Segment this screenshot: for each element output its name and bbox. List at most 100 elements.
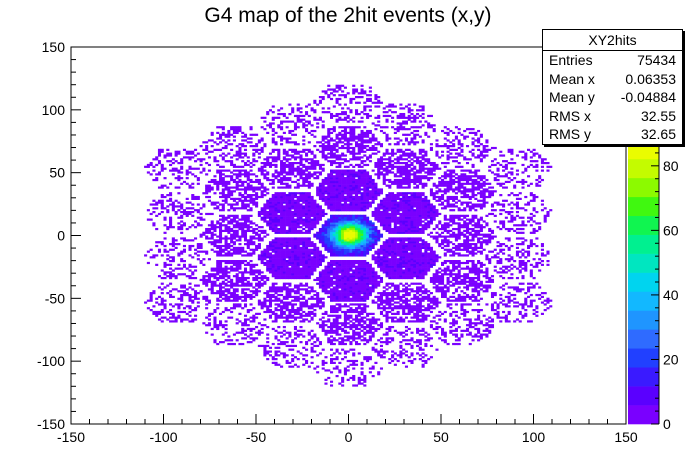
hist-bin bbox=[188, 248, 192, 251]
hist-bin bbox=[160, 309, 164, 312]
hist-bin bbox=[224, 180, 228, 184]
hist-bin bbox=[371, 327, 375, 331]
hist-bin bbox=[349, 214, 353, 217]
hist-bin bbox=[335, 178, 339, 182]
hist-bin bbox=[216, 244, 220, 248]
hist-bin bbox=[338, 216, 342, 219]
hist-bin bbox=[182, 237, 186, 240]
hist-bin bbox=[152, 256, 156, 259]
hist-bin bbox=[352, 250, 356, 253]
hist-bin bbox=[160, 199, 164, 202]
hist-bin bbox=[305, 203, 309, 206]
hist-bin bbox=[318, 101, 322, 104]
hist-bin bbox=[235, 150, 239, 153]
hist-bin bbox=[332, 241, 336, 244]
hist-bin bbox=[352, 282, 356, 285]
hist-bin bbox=[354, 163, 359, 167]
hist-bin bbox=[310, 346, 314, 349]
hist-bin bbox=[194, 248, 198, 251]
hist-bin bbox=[282, 237, 286, 240]
hist-bin bbox=[177, 273, 181, 276]
hist-bin bbox=[335, 177, 339, 180]
hist-bin bbox=[313, 145, 317, 148]
hist-bin bbox=[341, 246, 345, 249]
hist-bin bbox=[305, 222, 309, 225]
hist-bin bbox=[219, 282, 223, 285]
hist-bin bbox=[260, 218, 264, 221]
hist-bin bbox=[194, 148, 198, 151]
hist-bin bbox=[324, 145, 328, 148]
hist-bin bbox=[332, 331, 336, 334]
hist-bin bbox=[371, 258, 375, 261]
hist-bin bbox=[160, 165, 164, 168]
hist-bin bbox=[363, 171, 367, 174]
hist-bin bbox=[160, 269, 164, 272]
hist-bin bbox=[282, 131, 286, 135]
hist-bin bbox=[216, 222, 220, 225]
hist-bin bbox=[230, 235, 234, 238]
hist-bin bbox=[271, 290, 275, 293]
hist-bin bbox=[238, 180, 242, 184]
hist-bin bbox=[191, 152, 195, 155]
hist-bin bbox=[246, 288, 250, 291]
hist-bin bbox=[363, 218, 367, 221]
hist-bin bbox=[352, 235, 356, 238]
hist-bin bbox=[324, 222, 328, 225]
hist-bin bbox=[241, 261, 245, 265]
hist-bin bbox=[324, 226, 328, 229]
hist-bin bbox=[360, 229, 364, 233]
hist-bin bbox=[266, 333, 270, 336]
hist-bin bbox=[318, 171, 322, 174]
hist-bin bbox=[363, 374, 367, 378]
hist-bin bbox=[343, 303, 347, 306]
hist-bin bbox=[277, 267, 281, 270]
hist-bin bbox=[349, 109, 353, 112]
hist-bin bbox=[318, 186, 322, 189]
hist-bin bbox=[321, 188, 325, 191]
hist-bin bbox=[327, 233, 331, 236]
hist-bin bbox=[341, 239, 345, 242]
hist-bin bbox=[232, 220, 236, 223]
hist-bin bbox=[302, 288, 306, 291]
hist-bin bbox=[349, 169, 353, 172]
hist-bin bbox=[243, 175, 248, 178]
hist-bin bbox=[288, 248, 292, 251]
hist-bin bbox=[357, 218, 361, 221]
hist-bin bbox=[332, 224, 336, 227]
hist-bin bbox=[188, 150, 192, 153]
hist-bin bbox=[282, 158, 286, 161]
hist-bin bbox=[282, 231, 286, 234]
hist-bin bbox=[343, 190, 347, 193]
hist-bin bbox=[285, 250, 289, 253]
hist-bin bbox=[349, 197, 353, 200]
hist-bin bbox=[282, 354, 286, 357]
hist-bin bbox=[363, 112, 367, 116]
hist-bin bbox=[238, 280, 242, 283]
hist-bin bbox=[263, 297, 267, 300]
hist-bin bbox=[338, 254, 342, 257]
hist-bin bbox=[163, 316, 167, 319]
hist-bin bbox=[221, 126, 225, 129]
hist-bin bbox=[293, 210, 297, 214]
hist-bin bbox=[155, 301, 159, 304]
hist-bin bbox=[318, 229, 322, 233]
hist-bin bbox=[302, 207, 306, 210]
hist-bin bbox=[280, 275, 284, 278]
hist-bin bbox=[230, 244, 234, 248]
hist-bin bbox=[177, 316, 181, 319]
hist-bin bbox=[316, 365, 320, 368]
hist-bin bbox=[293, 226, 297, 229]
hist-bin bbox=[332, 342, 336, 346]
hist-bin bbox=[280, 177, 284, 180]
hist-bin bbox=[357, 246, 361, 249]
hist-bin bbox=[180, 260, 184, 263]
hist-bin bbox=[188, 165, 192, 168]
hist-bin bbox=[343, 195, 347, 199]
hist-bin bbox=[363, 105, 367, 108]
hist-bin bbox=[305, 271, 309, 274]
hist-bin bbox=[260, 324, 264, 327]
hist-bin bbox=[166, 250, 170, 253]
hist-bin bbox=[318, 261, 322, 265]
hist-bin bbox=[249, 188, 253, 191]
hist-bin bbox=[346, 178, 350, 182]
